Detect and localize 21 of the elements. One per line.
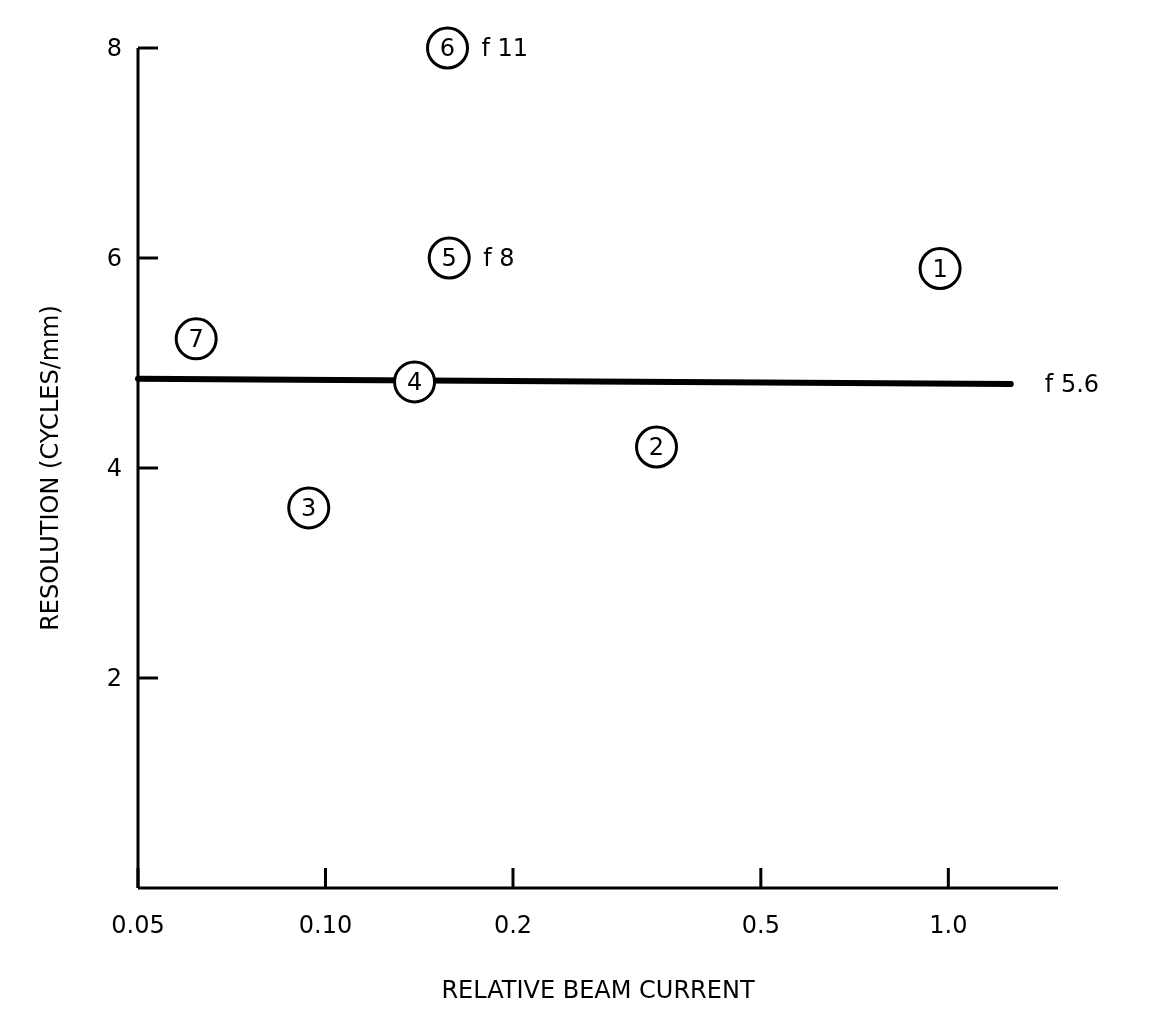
annotation: f 11	[481, 34, 529, 62]
annotation: f 5.6	[1044, 370, 1100, 398]
x-tick-label: 0.10	[298, 911, 353, 939]
y-tick-label: 2	[106, 664, 122, 692]
x-tick-label: 0.5	[741, 911, 780, 939]
x-tick-label: 1.0	[929, 911, 968, 939]
series-label: 3	[301, 493, 317, 522]
series-label: 5	[441, 244, 457, 272]
y-tick-label: 6	[106, 244, 122, 272]
x-tick-label: 0.05	[111, 911, 165, 939]
y-tick-label: 8	[106, 34, 122, 62]
annotation: f 8	[483, 244, 515, 272]
x-axis-title: RELATIVE BEAM CURRENT	[441, 976, 755, 1004]
series-label: 7	[188, 324, 204, 353]
series-label: 4	[406, 367, 423, 396]
x-tick-label: 0.2	[493, 911, 533, 939]
series-label: 2	[648, 433, 665, 461]
y-axis-title: RESOLUTION (CYCLES/mm)	[36, 305, 64, 631]
series-label: 6	[439, 34, 456, 62]
series-label: 1	[932, 254, 948, 283]
y-tick-label: 4	[106, 454, 122, 482]
